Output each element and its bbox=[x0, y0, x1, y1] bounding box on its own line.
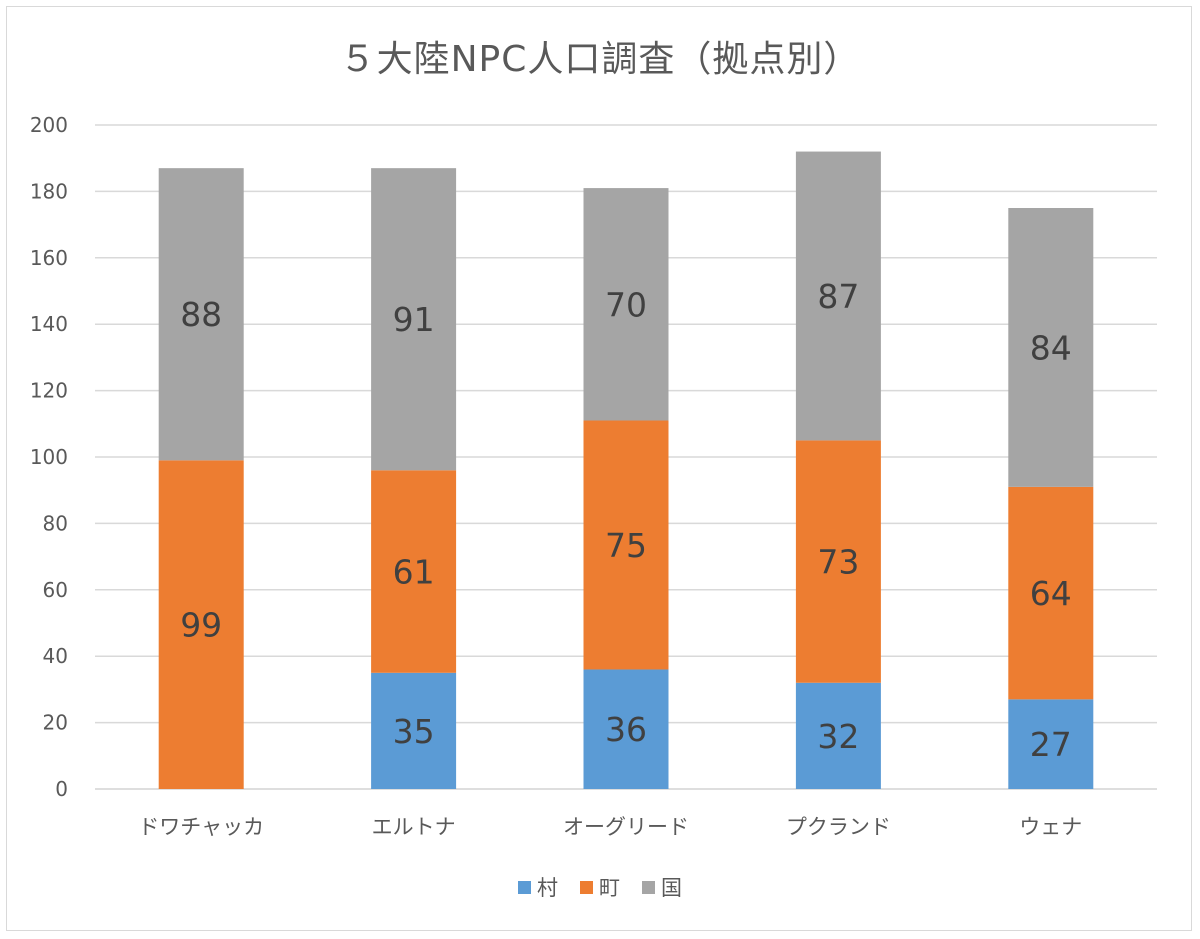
data-label: 87 bbox=[817, 277, 859, 316]
legend-swatch bbox=[518, 880, 531, 894]
data-label: 64 bbox=[1030, 574, 1072, 613]
x-tick-label: ドワチャッカ bbox=[138, 815, 264, 839]
legend: 村町国 bbox=[0, 872, 1200, 902]
bar-segment bbox=[1008, 208, 1094, 487]
bar-segment bbox=[158, 168, 244, 461]
y-tick-label: 20 bbox=[43, 711, 68, 735]
y-tick-label: 180 bbox=[30, 179, 68, 203]
bar-segment bbox=[1008, 699, 1094, 789]
data-label: 84 bbox=[1030, 328, 1072, 367]
legend-swatch bbox=[580, 880, 593, 894]
bar-segment bbox=[583, 669, 669, 789]
legend-item: 村 bbox=[518, 872, 558, 902]
x-tick-label: ウェナ bbox=[1019, 815, 1082, 839]
bar-segment bbox=[371, 672, 457, 789]
data-label: 88 bbox=[180, 295, 222, 334]
bar-segment bbox=[795, 440, 881, 683]
bar-segment bbox=[1008, 486, 1094, 700]
y-tick-label: 120 bbox=[30, 379, 68, 403]
data-label: 27 bbox=[1030, 725, 1072, 764]
data-label: 70 bbox=[605, 285, 647, 324]
data-labels: 99 88 35 61 91 36 75 70 32 73 87 27 64 84 bbox=[180, 277, 1072, 764]
legend-label: 町 bbox=[599, 876, 620, 900]
bar-segment bbox=[795, 151, 881, 441]
bar-segment bbox=[371, 168, 457, 471]
legend-item: 町 bbox=[580, 872, 620, 902]
x-tick-label: オーグリード bbox=[563, 815, 689, 839]
y-tick-label: 0 bbox=[55, 777, 68, 801]
data-label: 35 bbox=[393, 712, 435, 751]
bar-segment bbox=[371, 470, 457, 673]
data-label: 61 bbox=[393, 553, 435, 592]
bars bbox=[158, 151, 1094, 789]
chart-title: ５大陸NPC人口調査（拠点別） bbox=[339, 39, 861, 80]
legend-swatch bbox=[642, 880, 655, 894]
x-tick-label: エルトナ bbox=[372, 815, 456, 839]
y-tick-label: 160 bbox=[30, 246, 68, 270]
y-tick-label: 140 bbox=[30, 312, 68, 336]
y-tick-label: 100 bbox=[30, 445, 68, 469]
y-axis-ticks: 0 20 40 60 80 100 120 140 160 180 200 bbox=[30, 113, 68, 801]
y-tick-label: 200 bbox=[30, 113, 68, 137]
data-label: 73 bbox=[817, 543, 859, 582]
x-axis-ticks: ドワチャッカ エルトナ オーグリード プクランド ウェナ bbox=[138, 815, 1082, 839]
legend-label: 国 bbox=[661, 876, 682, 900]
bar-segment bbox=[795, 682, 881, 789]
data-label: 91 bbox=[393, 300, 435, 339]
y-tick-label: 60 bbox=[43, 578, 68, 602]
bar-segment bbox=[583, 420, 669, 670]
x-tick-label: プクランド bbox=[786, 815, 891, 839]
legend-item: 国 bbox=[642, 872, 682, 902]
bar-segment bbox=[158, 460, 244, 789]
data-label: 99 bbox=[180, 606, 222, 645]
data-label: 75 bbox=[605, 526, 647, 565]
y-tick-label: 40 bbox=[43, 644, 68, 668]
y-tick-label: 80 bbox=[43, 511, 68, 535]
legend-label: 村 bbox=[537, 876, 558, 900]
data-label: 36 bbox=[605, 710, 647, 749]
data-label: 32 bbox=[817, 717, 859, 756]
bar-segment bbox=[583, 188, 669, 421]
